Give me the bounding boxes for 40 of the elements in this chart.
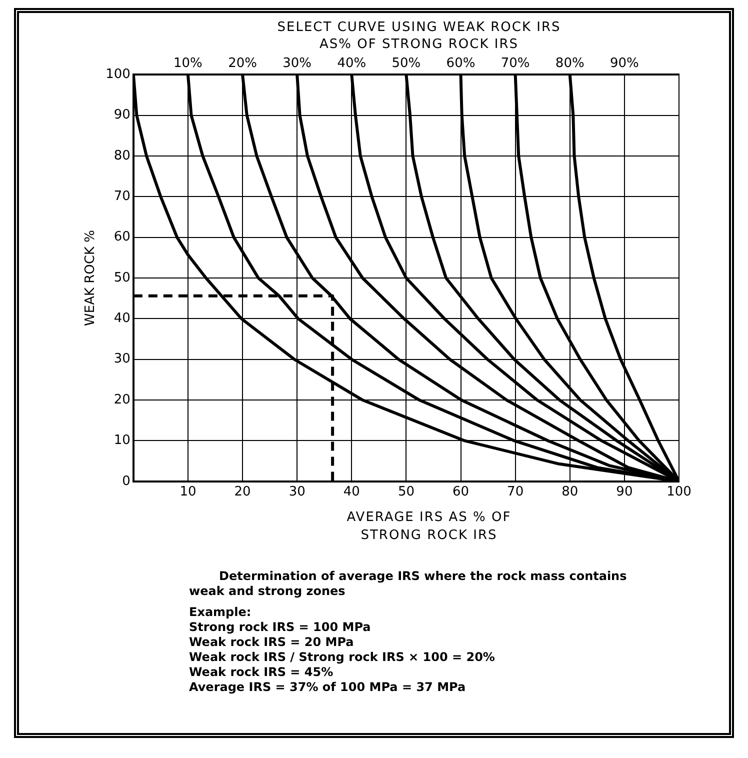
- text: Determination of average IRS where the rock mass contains weak and strong zones: [189, 569, 628, 599]
- y-tick-label: 0: [122, 474, 130, 489]
- x2-tick-label: 70%: [500, 56, 530, 72]
- y-tick-label: 50: [114, 270, 130, 286]
- text: Weak rock IRS / Strong rock IRS × 100 = 20%: [189, 650, 496, 665]
- x2-tick-label: 80%: [555, 56, 584, 72]
- y-tick-label: 40: [114, 311, 130, 326]
- text: Average IRS = 37% of 100 MPa = 37 MPa: [189, 680, 467, 695]
- x2-tick-label: 20%: [228, 56, 257, 72]
- x-tick-label: 30: [288, 484, 306, 500]
- x2-tick-label: 10%: [174, 56, 202, 72]
- y-tick-label: 60: [114, 230, 130, 245]
- y-tick-label: 10: [114, 433, 130, 448]
- x-tick-label: 80: [562, 484, 578, 500]
- x2-tick-label: 30%: [282, 56, 312, 72]
- text: Example:: [189, 605, 252, 620]
- x-tick-label: 20: [234, 484, 251, 500]
- x-tick-label: 60: [452, 484, 470, 500]
- x-axis-title: AVERAGE IRS AS % OF STRONG ROCK IRS: [346, 509, 512, 545]
- x2-tick-label: 50%: [392, 56, 421, 72]
- chart-title: SELECT CURVE USING WEAK ROCK IRS AS% OF STRONG ROCK IRS: [276, 19, 562, 53]
- text: Weak rock IRS = 20 MPa: [189, 635, 355, 650]
- x-tick-label: 90: [616, 484, 633, 500]
- y-tick-label: 20: [114, 392, 130, 408]
- x-tick-label: 40: [343, 484, 360, 500]
- y-axis-title: WEAK ROCK %: [83, 230, 98, 326]
- x2-tick-label: 40%: [337, 56, 366, 72]
- x-tick-label: 70: [507, 484, 524, 500]
- x-tick-label: 100: [666, 484, 692, 500]
- x-tick-label: 10: [180, 484, 196, 500]
- x2-tick-label: 90%: [610, 56, 639, 72]
- y-tick-label: 70: [114, 189, 130, 204]
- y-tick-label: 80: [114, 148, 130, 164]
- text: Weak rock IRS = 45%: [189, 665, 334, 680]
- x-tick-label: 50: [398, 484, 414, 500]
- x2-tick-label: 60%: [446, 56, 476, 72]
- y-tick-label: 100: [106, 66, 130, 82]
- y-tick-label: 30: [114, 352, 130, 367]
- y-tick-label: 90: [114, 108, 130, 123]
- text: Strong rock IRS = 100 MPa: [189, 620, 372, 635]
